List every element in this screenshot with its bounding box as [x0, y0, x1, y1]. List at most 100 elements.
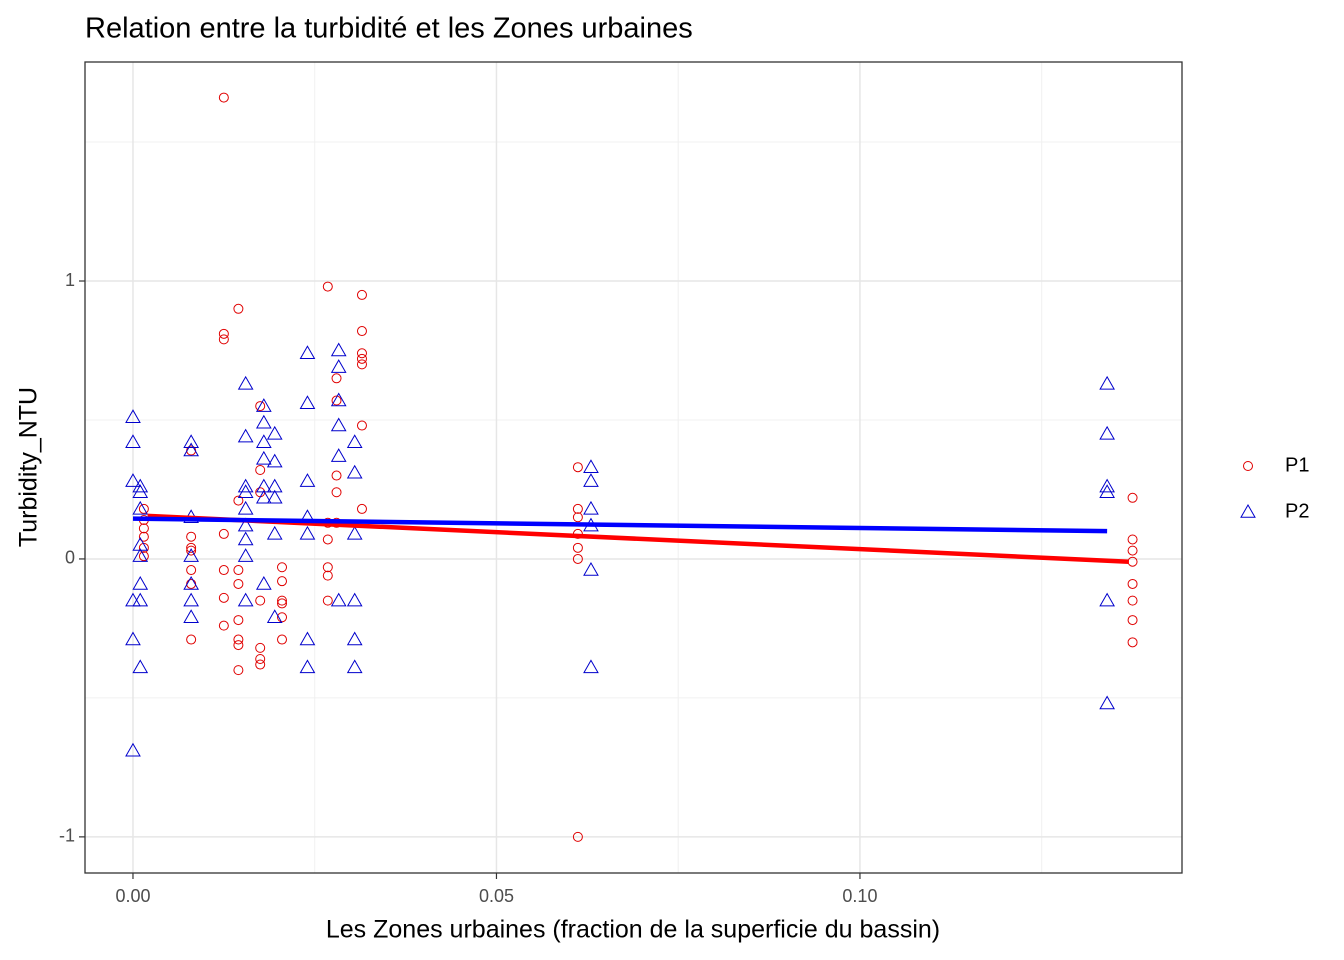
point [356, 420, 367, 431]
point [299, 631, 316, 646]
point [277, 598, 288, 609]
point [218, 334, 229, 345]
point [1127, 615, 1138, 626]
point [218, 528, 229, 539]
point [572, 553, 583, 564]
point [237, 531, 254, 546]
point [330, 392, 347, 407]
point [322, 595, 333, 606]
point [1099, 425, 1115, 440]
point [183, 434, 199, 448]
legend-key [1240, 503, 1256, 518]
point [299, 345, 316, 360]
point [186, 545, 197, 556]
point [331, 373, 342, 384]
point [233, 303, 244, 314]
point [183, 548, 199, 562]
point [255, 414, 272, 429]
point [233, 565, 244, 576]
x-axis-title: Les Zones urbaines (fraction de la super… [326, 916, 940, 944]
point [356, 289, 367, 300]
point [132, 592, 149, 607]
point [233, 634, 244, 645]
point [237, 375, 254, 390]
point [255, 401, 266, 412]
point [330, 342, 347, 357]
x-tick-label: 0.00 [115, 886, 150, 906]
point [330, 417, 347, 432]
point [356, 326, 367, 337]
point [322, 562, 333, 573]
point [1099, 478, 1115, 493]
point [218, 620, 229, 631]
point [356, 348, 367, 359]
legend: P1 P2 [1285, 454, 1309, 522]
point [346, 525, 363, 540]
y-tick-label: -1 [59, 826, 75, 846]
point [237, 478, 254, 493]
point [572, 503, 583, 514]
legend-label: P2 [1285, 500, 1309, 522]
point [572, 462, 583, 473]
point [356, 353, 367, 364]
legend-key [1243, 461, 1253, 471]
point [186, 542, 197, 553]
point [233, 615, 244, 626]
point [330, 359, 347, 373]
x-tick-label: 0.05 [479, 886, 514, 906]
point [255, 489, 272, 504]
point [255, 465, 266, 476]
point [132, 500, 149, 515]
point [266, 453, 283, 468]
point [132, 484, 149, 498]
point [233, 640, 244, 651]
point [583, 459, 599, 473]
point [183, 575, 199, 590]
point [138, 551, 149, 562]
fit-line [132, 516, 1108, 534]
point [331, 470, 342, 481]
point [237, 428, 254, 443]
x-tick-label: 0.10 [842, 886, 877, 906]
point [125, 742, 141, 757]
point [266, 478, 283, 493]
point [322, 534, 333, 545]
point [1127, 595, 1138, 606]
point [218, 328, 229, 339]
point [132, 575, 149, 590]
point [233, 495, 244, 506]
point [277, 634, 288, 645]
point [237, 548, 254, 562]
point [299, 659, 316, 674]
point [572, 512, 583, 523]
point [237, 517, 254, 532]
point [583, 562, 599, 576]
point [322, 281, 333, 292]
point [255, 595, 266, 606]
point [277, 612, 288, 623]
point [218, 565, 229, 576]
point [237, 592, 254, 607]
point [299, 395, 316, 410]
point [1127, 492, 1138, 503]
point [132, 537, 149, 551]
point [356, 503, 367, 514]
point [255, 653, 266, 664]
point [266, 425, 283, 440]
point [331, 395, 342, 406]
point [183, 442, 199, 457]
point [138, 531, 149, 542]
point [330, 448, 347, 462]
point [132, 659, 149, 674]
point [299, 473, 316, 487]
point [255, 575, 272, 590]
point [237, 484, 254, 498]
plot-border [84, 61, 1183, 874]
point [266, 525, 283, 540]
point [138, 542, 149, 553]
point [1099, 484, 1115, 498]
point [356, 359, 367, 370]
y-axis-title: Turbidity_NTU [15, 387, 43, 547]
